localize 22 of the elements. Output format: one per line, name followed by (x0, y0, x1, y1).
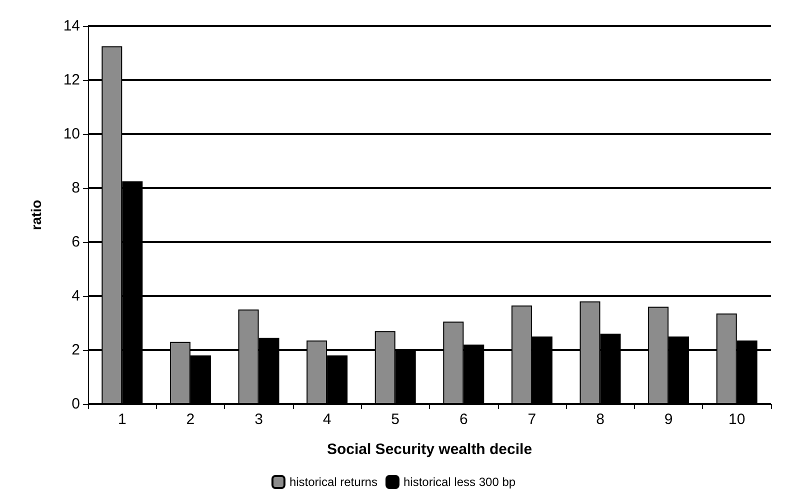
y-tick-label: 10 (63, 126, 80, 142)
y-tick-label: 4 (72, 288, 80, 304)
x-tick-label: 9 (664, 411, 673, 428)
x-tick-label: 5 (391, 411, 400, 428)
x-tick-label: 1 (118, 411, 126, 428)
y-tick-label: 8 (72, 180, 80, 196)
y-axis-title: ratio (28, 200, 44, 230)
y-tick-label: 14 (63, 18, 80, 34)
y-tick-label: 0 (72, 396, 80, 412)
y-tick-label: 2 (72, 342, 80, 358)
x-tick-label: 4 (322, 411, 332, 428)
x-tick-label: 8 (596, 411, 604, 428)
x-tick-label: 3 (254, 411, 263, 428)
y-tick-label: 12 (63, 72, 80, 88)
y-tick-label: 6 (72, 234, 80, 250)
legend-label: historical returns (289, 475, 378, 489)
x-axis-title: Social Security wealth decile (326, 441, 532, 458)
x-tick-label: 2 (186, 411, 195, 428)
x-tick-label: 7 (528, 411, 536, 428)
legend-label: historical less 300 bp (403, 475, 516, 489)
x-tick-label: 6 (459, 411, 468, 428)
x-tick-label: 10 (728, 411, 746, 428)
